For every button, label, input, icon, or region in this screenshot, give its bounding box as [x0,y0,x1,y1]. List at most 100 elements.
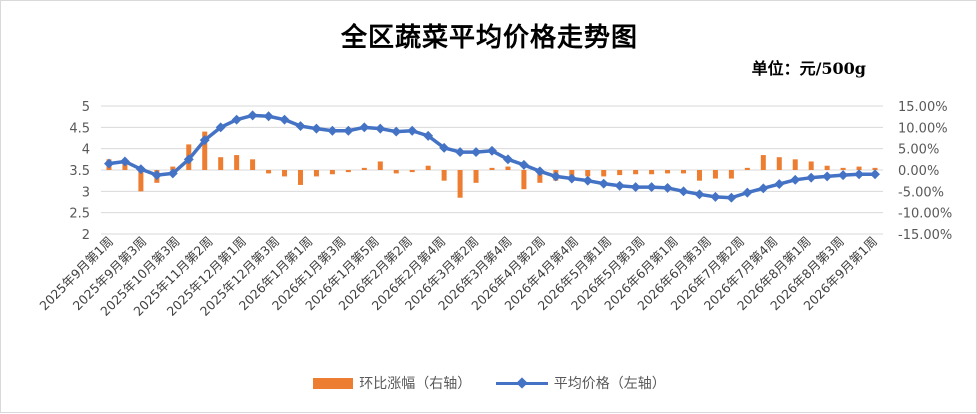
line-point [758,183,769,194]
unit-label: 单位：元/500g [751,59,866,78]
legend-item-bar[interactable]: 环比涨幅（右轴） [313,373,471,393]
y-left-tick-label: 2 [82,228,90,243]
legend-label-line: 平均价格（左轴） [553,376,666,392]
line-point [215,122,226,133]
bar [297,170,303,185]
line-point [726,192,737,203]
bar [329,170,335,175]
line-point [295,121,306,132]
line-point [423,130,434,141]
legend-item-line[interactable]: 平均价格（左轴） [495,373,666,393]
y-left-tick-label: 3 [82,185,90,200]
line-point [854,169,865,180]
bar [585,170,591,177]
bar [824,165,830,170]
chart-title: 全区蔬菜平均价格走势图 [340,23,638,53]
y-right-tick-label: 15.00% [898,100,948,115]
bar [760,155,766,170]
bar [649,170,655,175]
line-point [582,175,593,186]
y-right-tick-label: 5.00% [898,143,939,158]
bar [665,170,671,174]
line-point [135,164,146,175]
line-point [119,156,130,167]
legend-label-bar: 环比涨幅（右轴） [359,376,472,392]
bar [441,170,447,181]
line-point [822,171,833,182]
line-point [694,189,705,200]
line-point [806,172,817,183]
line-point [375,123,386,134]
line-point [678,186,689,197]
line-point [598,178,609,189]
bar [840,167,846,170]
line-point [167,168,178,179]
line-point [503,154,513,165]
bar [393,170,399,174]
bar [282,170,288,177]
line-point [838,170,849,181]
bar [744,167,750,170]
line-point [471,147,481,158]
bar [505,166,511,170]
line-point [774,179,785,190]
bar [377,161,383,170]
bar [361,167,367,170]
line-point [247,110,258,121]
line-point [550,171,561,182]
line-point [646,182,657,193]
bar [856,166,862,170]
line-point [151,170,162,181]
y-right-tick-label: -10.00% [898,207,952,222]
bar [473,170,479,183]
bar [266,170,272,174]
bar [313,170,319,177]
bar [617,170,623,176]
line-point [518,159,529,170]
bar [345,170,351,173]
bar [138,170,144,192]
bar [601,170,607,177]
y-right-tick-label: -5.00% [898,185,944,200]
y-left-tick-label: 3.5 [69,164,90,179]
line-point [104,158,114,169]
line-point [183,154,194,165]
y-right-tick-label: -15.00% [898,228,952,243]
y-left-tick-label: 4.5 [69,121,90,136]
legend: 环比涨幅（右轴） 平均价格（左轴） [1,373,977,393]
line-point [231,114,242,125]
bar [537,170,543,183]
bar [728,170,734,179]
bar [489,167,495,170]
y-left-tick-label: 4 [82,143,90,158]
bar [792,159,798,170]
bar [250,159,256,170]
bar [457,170,463,198]
bar [776,157,782,170]
bar [202,131,208,170]
line-point [534,166,545,177]
line-point [710,191,721,202]
bar [425,165,431,170]
y-left-tick-label: 2.5 [69,207,90,222]
bar [712,170,718,179]
line-point [263,111,274,122]
y-right-tick-label: 0.00% [898,164,939,179]
bar [409,170,415,173]
line-point [662,182,673,193]
line-point [311,123,322,134]
line-point [487,145,497,156]
bar [218,157,224,170]
line-point [742,187,753,198]
line-point [199,135,210,146]
bar [170,166,176,170]
y-left-tick-label: 5 [82,100,90,115]
bar [696,170,702,181]
bar [872,167,878,170]
line-point [455,147,466,158]
line-point [630,182,641,193]
line-point [359,122,370,133]
line-point [614,180,625,191]
line-point [391,126,402,137]
